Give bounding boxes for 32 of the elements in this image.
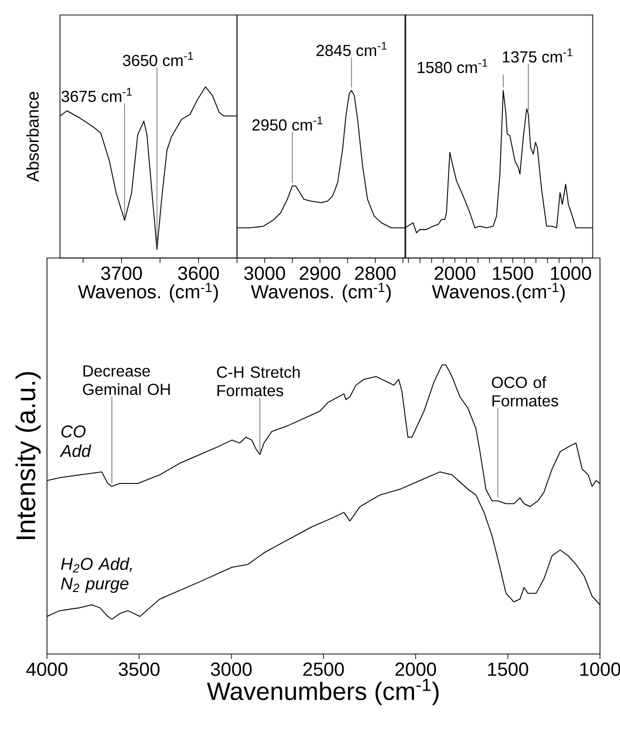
x-tick-label: 1000 [580, 662, 620, 676]
x-axis-title: Wavenumbers (cm$^{-1}$) [206, 678, 439, 706]
annotation: 2845 cm$^{-1}$ [316, 42, 387, 56]
x-axis-title: Wavenos.(cm$^{-1}$) [432, 282, 565, 302]
annotation: 1375 cm$^{-1}$ [502, 48, 572, 63]
x-tick-label: 2900 [300, 266, 340, 280]
x-tick-label: 1000 [550, 266, 592, 280]
x-tick-label: 2000 [434, 266, 476, 280]
series-label: CO Add [60, 425, 92, 458]
x-tick-label: 3600 [178, 266, 219, 280]
x-tick-label: 4000 [26, 662, 68, 676]
x-tick-label: 2500 [303, 662, 344, 676]
x-tick-label: 3700 [101, 266, 142, 280]
annotation: OCO of Formates [492, 376, 558, 406]
x-tick-label: 1500 [493, 266, 534, 280]
y-axis-title: Absorbance [26, 92, 39, 182]
annotation: 2950 cm$^{-1}$ [252, 116, 322, 131]
x-tick-label: 2000 [395, 662, 436, 676]
x-tick-label: 1500 [488, 662, 528, 676]
annotation: C-H Stretch Formates [217, 366, 300, 396]
annotation: 1580 cm$^{-1}$ [418, 58, 488, 74]
x-tick-label: 3000 [244, 266, 286, 280]
x-tick-label: 3500 [118, 662, 160, 676]
series-label: H$_{2}$O Add, N$_{2}$ purge [61, 557, 132, 593]
y-axis-title: Intensity (a.u.) [16, 372, 41, 540]
x-axis-title: Wavenos. (cm$^{-1}$) [250, 282, 391, 302]
x-tick-label: 2800 [355, 266, 396, 280]
x-tick-label: 3000 [210, 662, 252, 676]
annotation: Decrease Geminal OH [82, 365, 170, 396]
annotation: 3675 cm$^{-1}$ [62, 88, 132, 102]
x-axis-title: Wavenos. (cm$^{-1}$) [78, 282, 218, 302]
annotation: 3650 cm$^{-1}$ [122, 52, 194, 66]
